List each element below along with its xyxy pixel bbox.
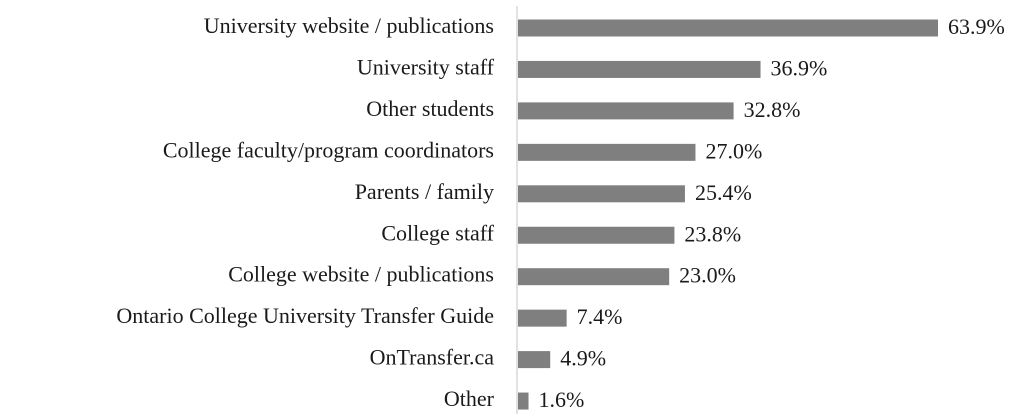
value-label: 4.9% xyxy=(560,346,606,371)
bar xyxy=(518,392,529,410)
value-label: 1.6% xyxy=(539,387,585,412)
category-label: Other students xyxy=(366,96,494,121)
value-label: 36.9% xyxy=(771,55,828,80)
bar xyxy=(518,185,685,203)
value-label: 23.8% xyxy=(684,221,741,246)
bar xyxy=(518,19,938,37)
value-label: 63.9% xyxy=(948,14,1005,39)
category-label: University website / publications xyxy=(204,13,494,38)
value-label: 7.4% xyxy=(577,304,623,329)
category-label: University staff xyxy=(357,54,495,79)
bar xyxy=(518,143,696,161)
category-label: College staff xyxy=(381,220,494,245)
bar xyxy=(518,351,551,369)
bar xyxy=(518,268,670,286)
bar xyxy=(518,102,734,120)
category-label: College faculty/program coordinators xyxy=(163,137,494,162)
category-label: Ontario College University Transfer Guid… xyxy=(116,303,494,328)
category-label: OnTransfer.ca xyxy=(370,345,495,370)
value-label: 32.8% xyxy=(744,97,801,122)
bar xyxy=(518,60,761,78)
value-label: 23.0% xyxy=(679,263,736,288)
bar xyxy=(518,226,675,244)
bar xyxy=(518,309,567,327)
value-label: 27.0% xyxy=(705,138,762,163)
category-label: College website / publications xyxy=(228,262,494,287)
category-label: Parents / family xyxy=(355,179,494,204)
value-label: 25.4% xyxy=(695,180,752,205)
category-label: Other xyxy=(444,386,495,411)
